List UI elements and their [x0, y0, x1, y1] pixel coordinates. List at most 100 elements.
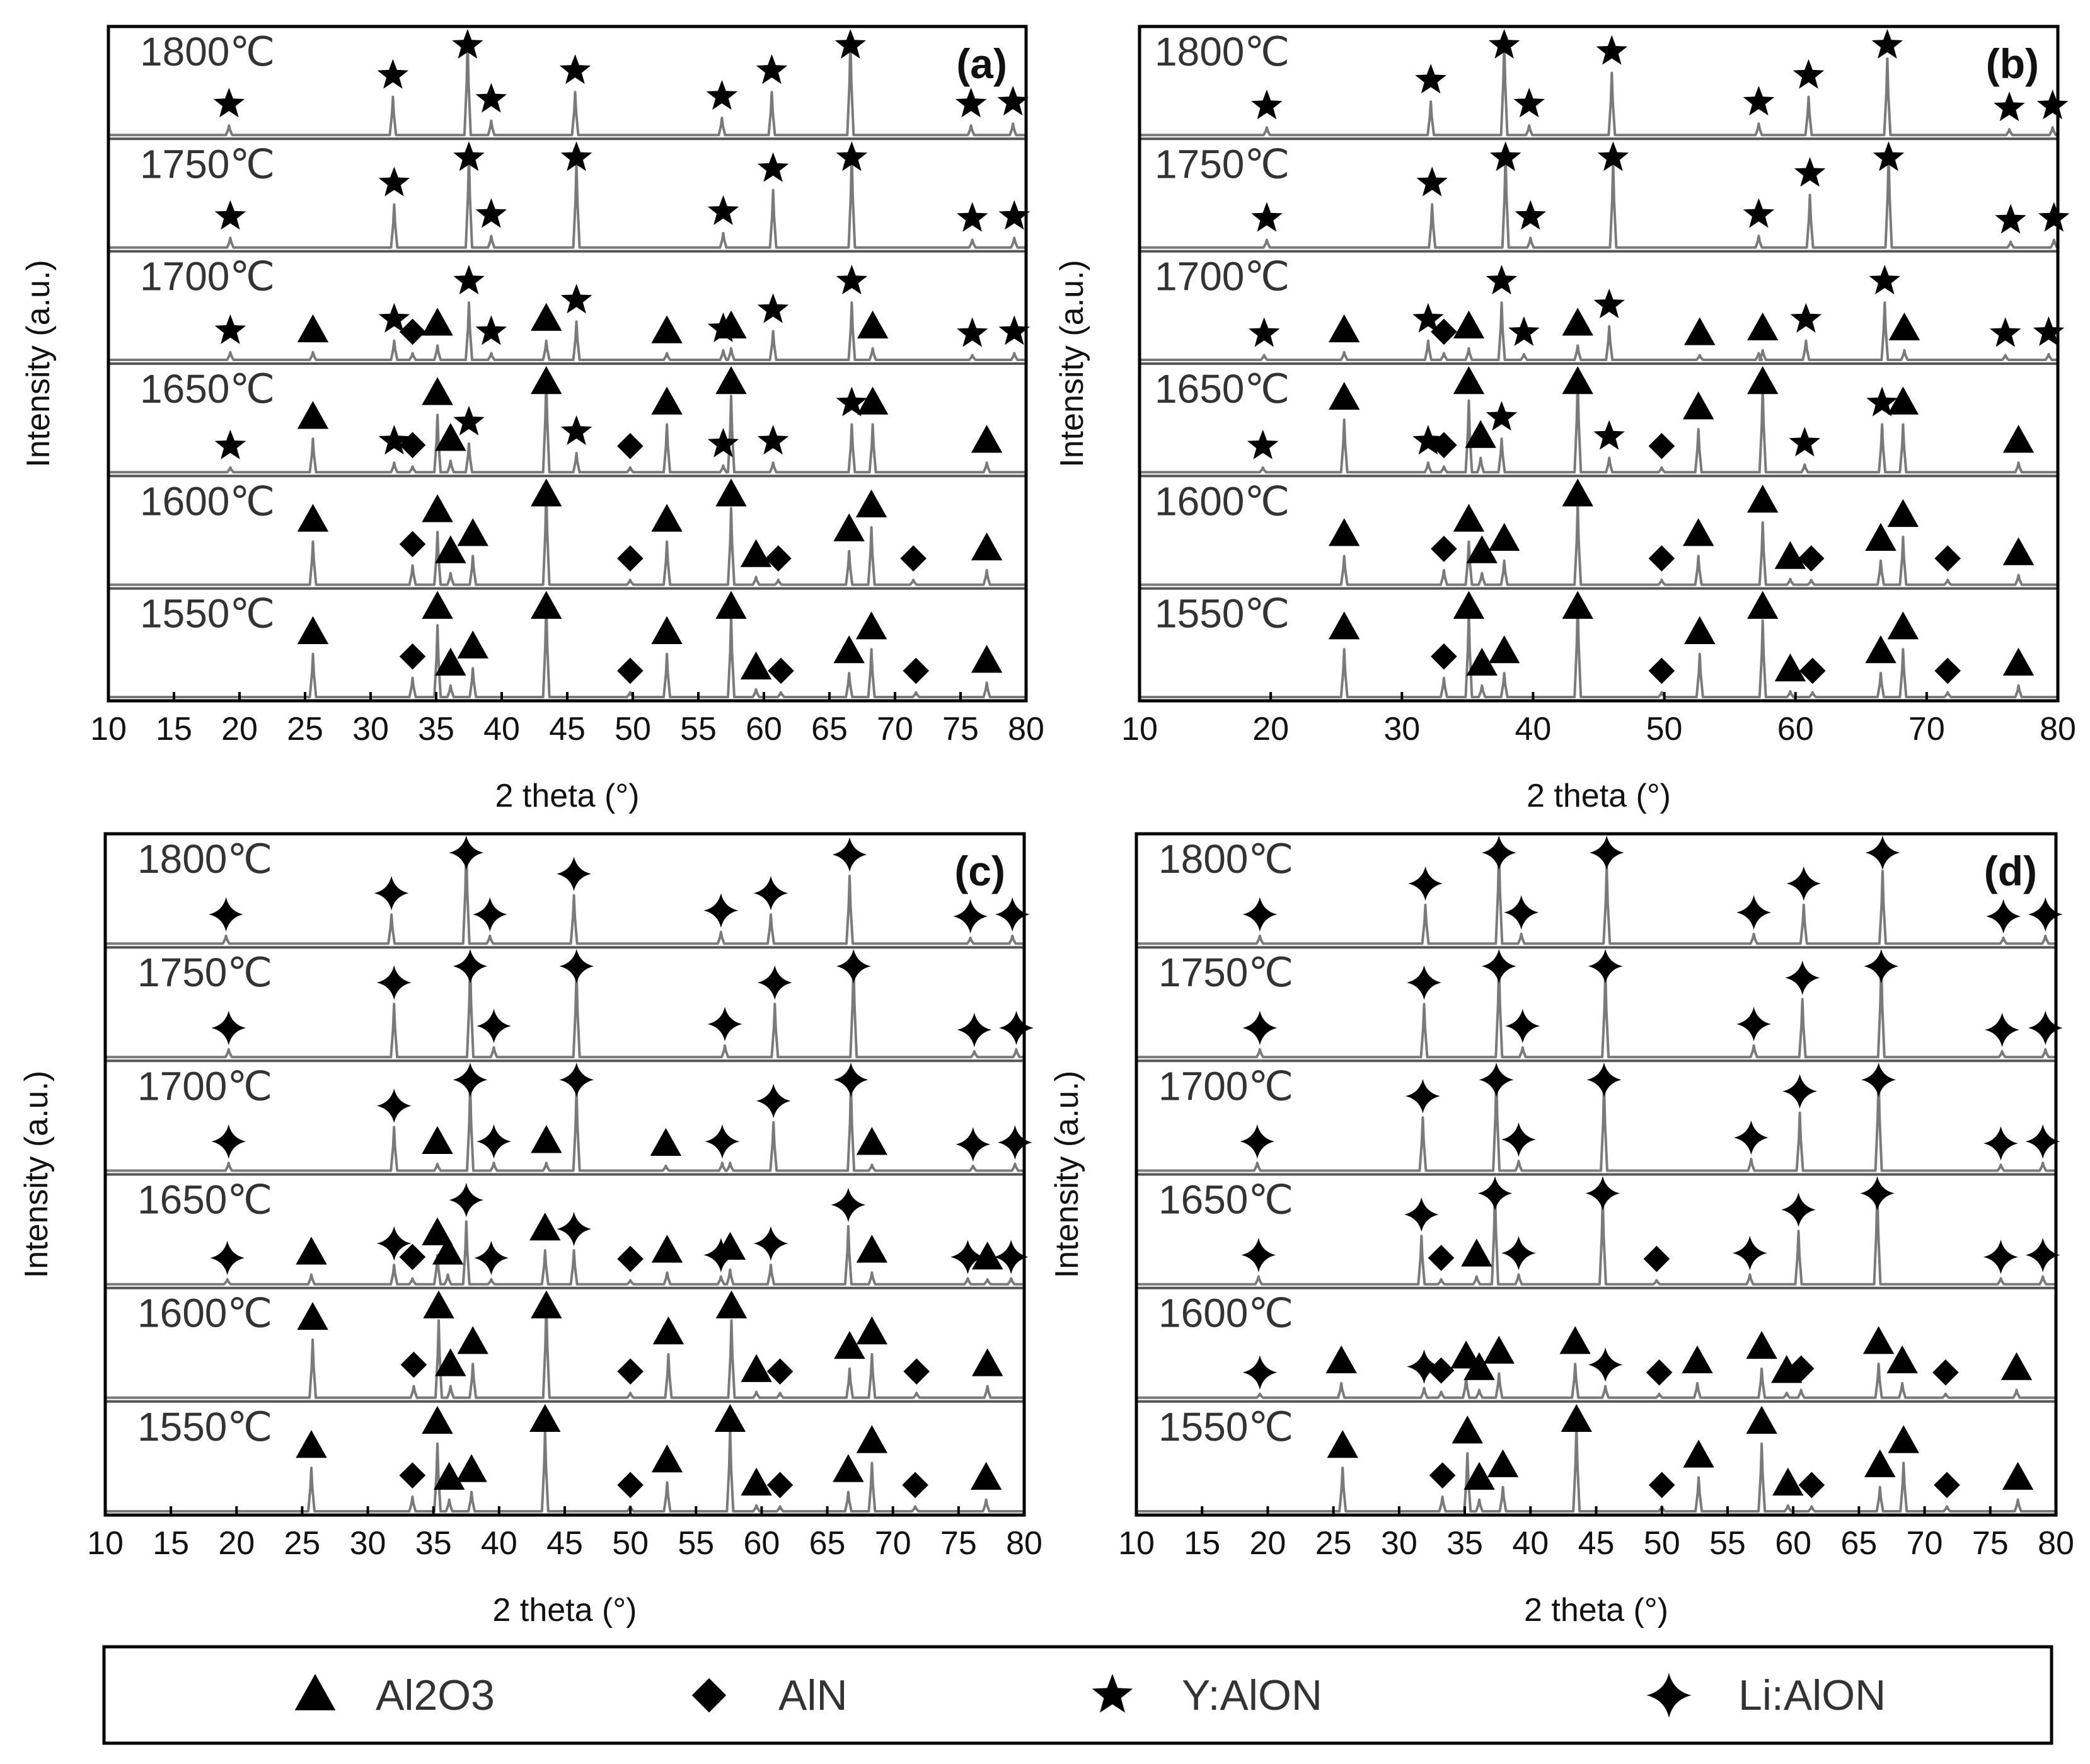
marker-lialon-icon [833, 1063, 869, 1097]
marker-al2o3-icon [531, 478, 562, 507]
marker-aln-icon [1934, 657, 1961, 684]
marker-al2o3-icon [435, 1348, 466, 1376]
marker-lialon-icon [2028, 1010, 2063, 1046]
marker-yalon-icon [1247, 429, 1279, 459]
marker-al2o3-icon [1561, 1404, 1592, 1433]
x-tick-label: 45 [1578, 1525, 1615, 1562]
marker-al2o3-icon [856, 1127, 888, 1155]
marker-al2o3-icon [422, 308, 453, 336]
marker-lialon-icon [1481, 835, 1516, 870]
series-1700c: 1700℃ [1140, 254, 2065, 365]
marker-lialon-icon [995, 897, 1030, 932]
marker-lialon-icon [1588, 1347, 1623, 1382]
x-axis-title: 2 theta (°) [1527, 778, 1671, 814]
xrd-trace [108, 151, 1026, 249]
series-1800c: 1800℃ [1136, 835, 2063, 949]
marker-al2o3-icon [1771, 1355, 1803, 1383]
marker-lialon-icon [1786, 866, 1822, 901]
marker-aln-icon [1643, 1245, 1670, 1272]
marker-yalon-icon [1593, 288, 1625, 318]
marker-al2o3-icon [651, 1235, 683, 1263]
xrd-trace [108, 488, 1026, 586]
marker-al2o3-icon [740, 651, 772, 680]
marker-al2o3-icon [1562, 308, 1593, 336]
marker-lialon-icon [1734, 1120, 1769, 1155]
marker-al2o3-icon [971, 645, 1003, 673]
temperature-label: 1750℃ [1155, 141, 1290, 187]
marker-yalon-icon [998, 200, 1030, 230]
series-1550c: 1550℃ [105, 1404, 1024, 1513]
xrd-trace [108, 375, 1026, 474]
marker-aln-icon [1648, 657, 1675, 684]
xrd-trace [105, 959, 1024, 1059]
marker-al2o3-icon [1453, 366, 1485, 395]
marker-al2o3-icon [833, 513, 865, 541]
marker-yalon-icon [378, 303, 410, 333]
marker-lialon-icon [956, 1127, 991, 1162]
marker-al2o3-icon [531, 1125, 562, 1153]
x-tick-label: 65 [1840, 1525, 1877, 1562]
series-1550c: 1550℃ [1136, 1404, 2056, 1513]
marker-lialon-icon [1501, 1236, 1536, 1271]
temperature-label: 1800℃ [137, 836, 272, 882]
marker-aln-icon [766, 1472, 794, 1499]
marker-lialon-icon [753, 1226, 788, 1261]
marker-al2o3-icon [857, 310, 889, 339]
x-tick-label: 10 [87, 1525, 124, 1562]
marker-yalon-icon [453, 405, 485, 435]
legend-label: Al2O3 [376, 1671, 495, 1719]
marker-aln-icon [900, 545, 927, 572]
marker-aln-icon [766, 1358, 794, 1385]
marker-al2o3-icon [1682, 518, 1714, 546]
legend-diamond-icon [691, 1678, 727, 1713]
panel-d: 1800℃ 1750℃ 1700℃ 1650℃ 1600℃ 1550℃ (d) 10 15 20 2… [1049, 832, 2074, 1629]
marker-lialon-icon [1479, 1063, 1514, 1097]
series-1650c: 1650℃ [1136, 1176, 2060, 1289]
series-1700c: 1700℃ [1136, 1063, 2060, 1176]
marker-al2o3-icon [651, 386, 683, 415]
x-tick-label: 60 [1777, 711, 1814, 747]
marker-al2o3-icon [1865, 635, 1897, 664]
x-tick-label: 60 [1775, 1525, 1811, 1562]
marker-al2o3-icon [1682, 391, 1714, 420]
xrd-trace [1140, 600, 2058, 698]
marker-al2o3-icon [651, 504, 683, 532]
marker-aln-icon [399, 1462, 426, 1489]
marker-lialon-icon [1588, 948, 1623, 984]
marker-al2o3-icon [1453, 591, 1485, 619]
x-tick-label: 40 [1515, 711, 1552, 747]
x-tick-label: 55 [678, 1525, 714, 1562]
marker-yalon-icon [1415, 64, 1446, 94]
marker-al2o3-icon [970, 1461, 1002, 1490]
x-tick-label: 20 [221, 711, 258, 747]
marker-al2o3-icon [435, 647, 466, 676]
marker-yalon-icon [757, 425, 789, 455]
x-tick-label: 65 [809, 1525, 846, 1562]
marker-yalon-icon [955, 88, 987, 118]
xrd-trace [105, 846, 1024, 945]
panel-c: 1800℃ 1750℃ 1700℃ 1650℃ 1600℃ 1550℃ (c) 10 15 20 2… [18, 832, 1042, 1629]
marker-lialon-icon [753, 875, 788, 911]
marker-aln-icon [617, 1358, 644, 1385]
temperature-label: 1700℃ [1155, 254, 1290, 299]
marker-lialon-icon [756, 1083, 791, 1119]
marker-yalon-icon [707, 427, 739, 458]
marker-aln-icon [617, 1245, 644, 1272]
marker-lialon-icon [993, 1240, 1029, 1274]
x-tick-label: 10 [90, 711, 127, 747]
panel-label: (b) [1986, 40, 2039, 87]
xrd-trace [1136, 1423, 2056, 1513]
marker-al2o3-icon [1774, 653, 1806, 682]
series-1750c: 1750℃ [1136, 948, 2063, 1063]
marker-al2o3-icon [434, 1461, 465, 1490]
marker-lialon-icon [1983, 1240, 2018, 1274]
marker-al2o3-icon [1746, 485, 1779, 513]
marker-al2o3-icon [2002, 1461, 2034, 1490]
marker-lialon-icon [705, 1124, 740, 1159]
marker-al2o3-icon [531, 591, 562, 619]
marker-yalon-icon [1790, 303, 1822, 333]
marker-al2o3-icon [833, 1454, 864, 1482]
series-1600c: 1600℃ [1140, 478, 2058, 590]
marker-yalon-icon [1249, 317, 1280, 347]
marker-yalon-icon [997, 86, 1029, 116]
